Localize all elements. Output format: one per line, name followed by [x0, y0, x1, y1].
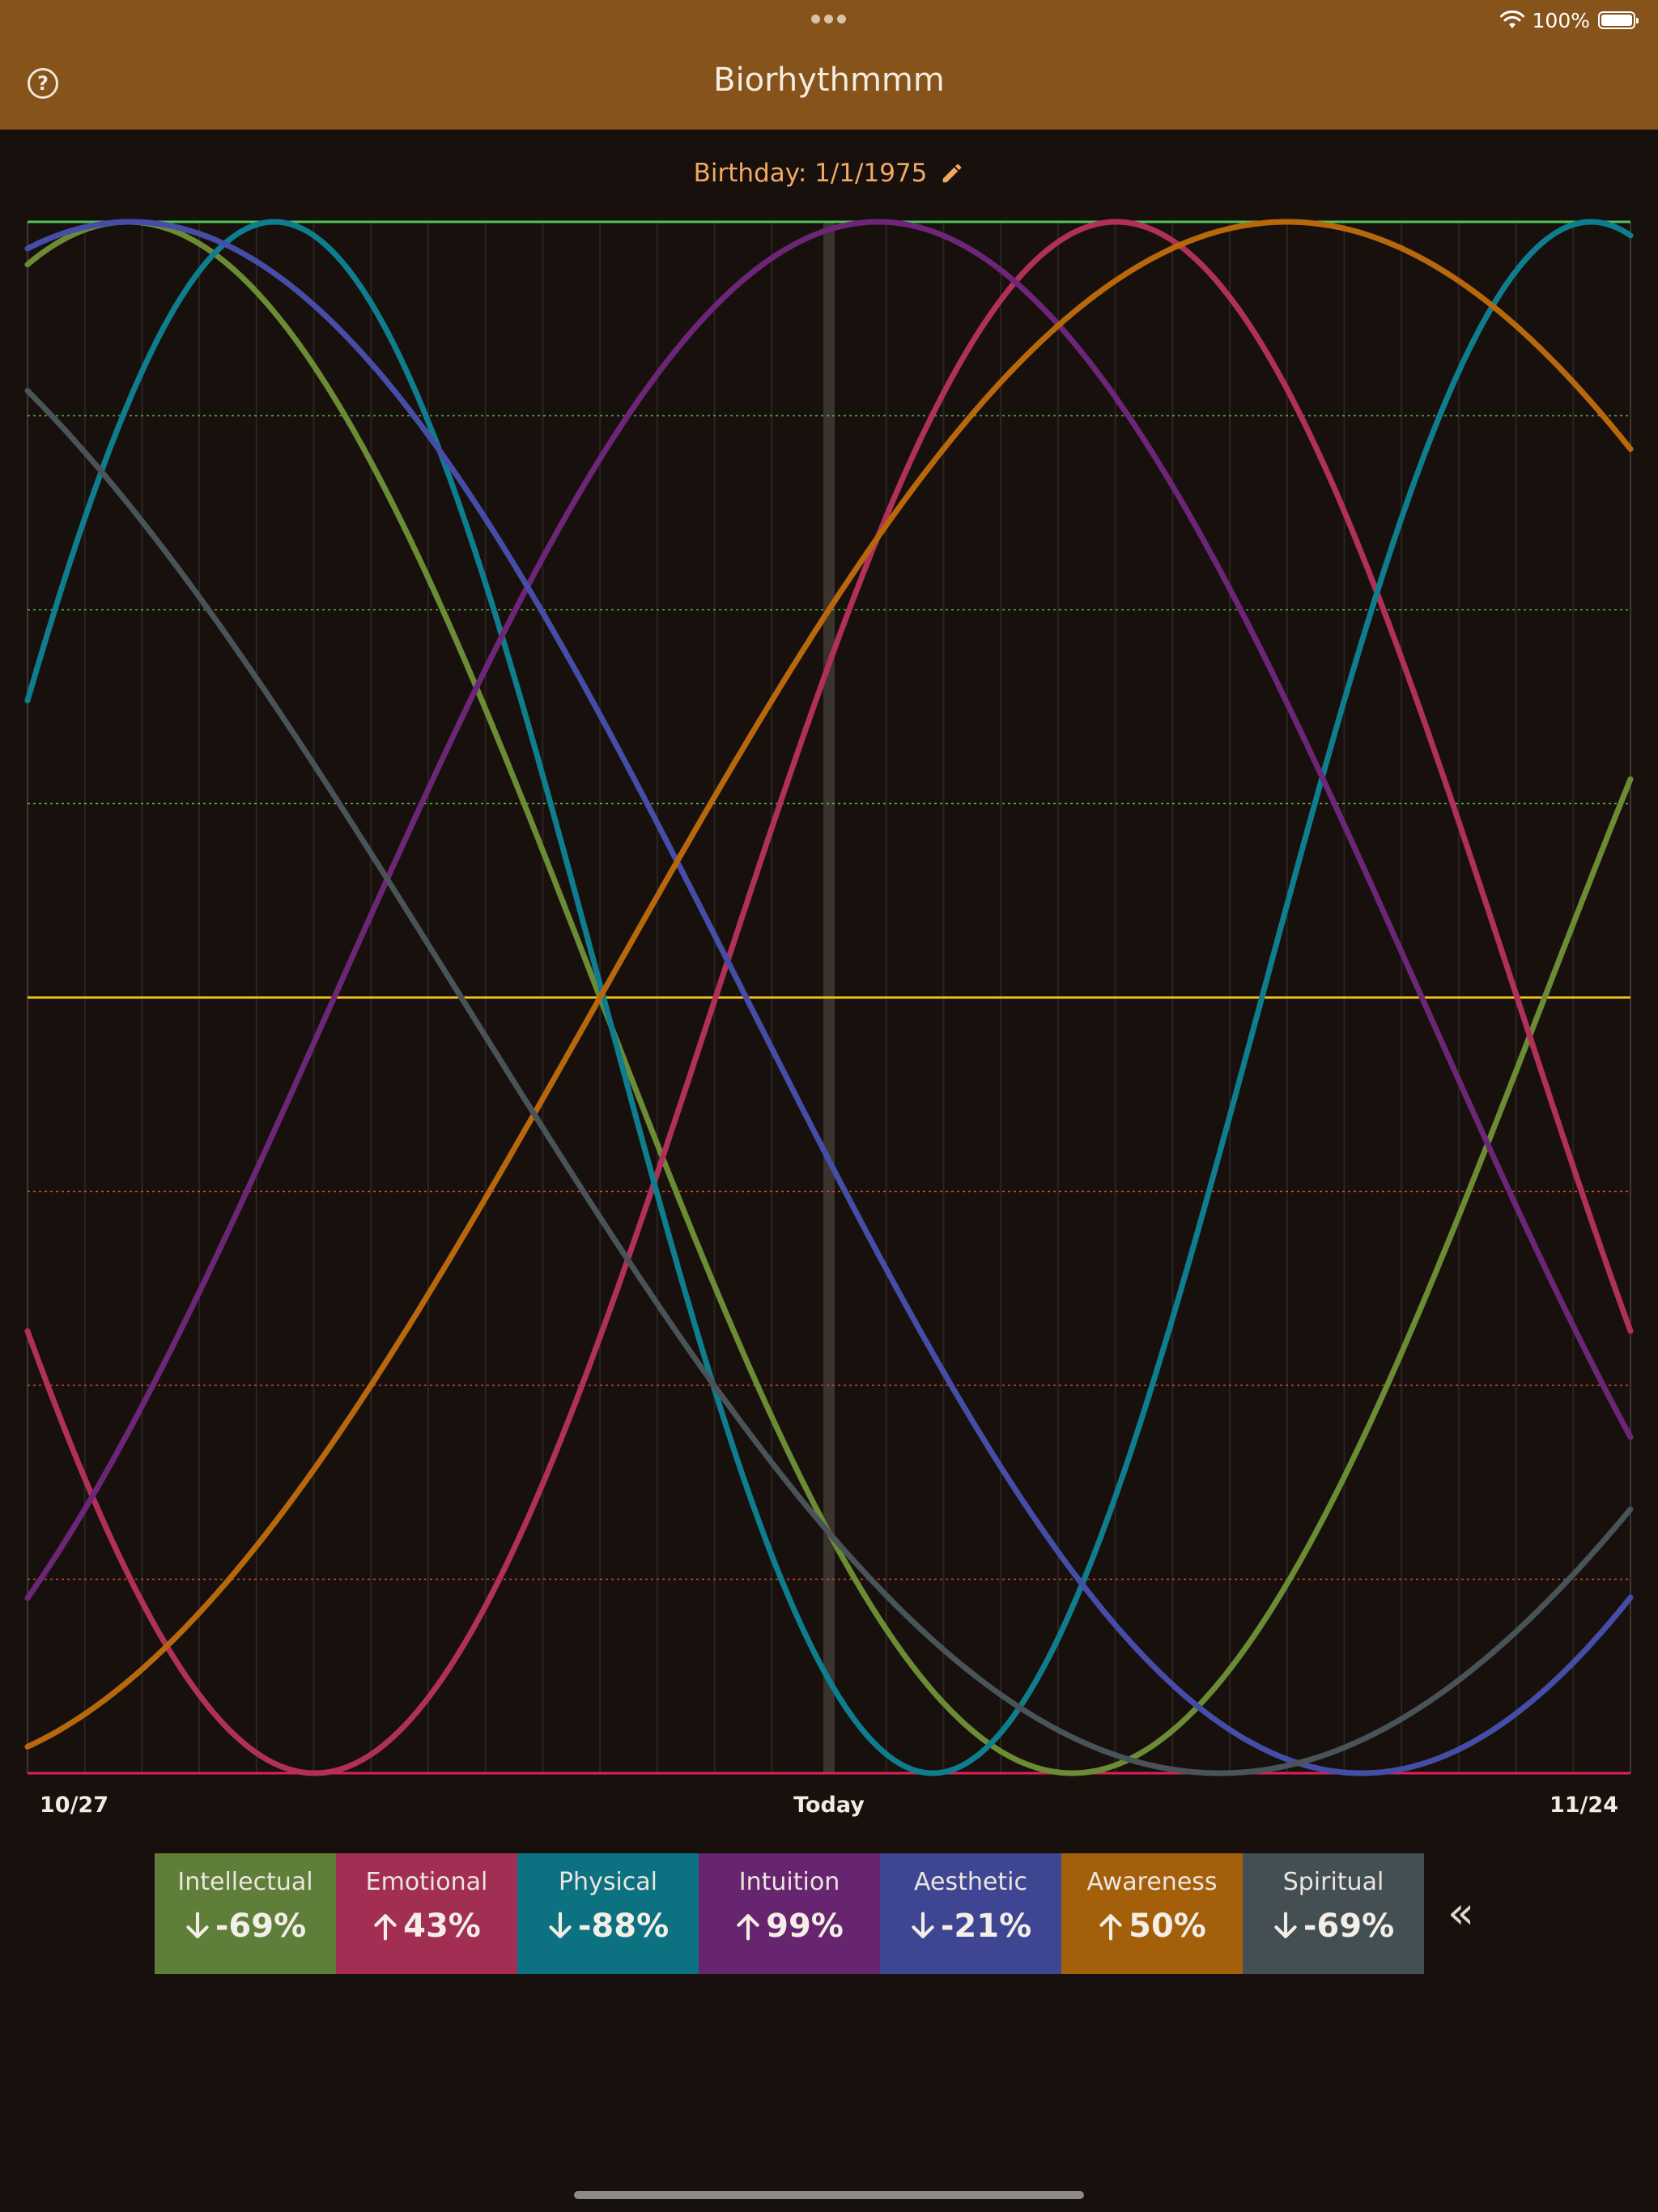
- arrow-down-icon: [1274, 1912, 1297, 1938]
- x-axis-end-label: 11/24: [1549, 1793, 1618, 1818]
- arrow-down-icon: [186, 1912, 209, 1938]
- birthday-label: Birthday: 1/1/1975: [693, 159, 928, 188]
- series-line-physical: [24, 219, 1634, 1776]
- legend-value: 43%: [403, 1908, 481, 1945]
- birthday-row[interactable]: Birthday: 1/1/1975: [0, 159, 1658, 188]
- legend-value: -69%: [1303, 1908, 1395, 1945]
- series-line-spiritual: [24, 388, 1634, 1776]
- legend-value-row: 43%: [336, 1908, 517, 1945]
- series-line-awareness: [24, 219, 1634, 1750]
- legend-value: 99%: [766, 1908, 844, 1945]
- legend-value: -88%: [577, 1908, 670, 1945]
- arrow-down-icon: [549, 1912, 572, 1938]
- status-bar: 100%: [1499, 6, 1639, 34]
- legend-item-awareness[interactable]: Awareness 50%: [1061, 1853, 1243, 1974]
- chart-lines: [24, 219, 1634, 1776]
- legend-name: Emotional: [365, 1868, 488, 1896]
- collapse-legend-button[interactable]: «: [1448, 1887, 1475, 1938]
- legend-name: Spiritual: [1282, 1868, 1384, 1896]
- home-indicator: [574, 2191, 1084, 2199]
- arrow-up-icon: [737, 1914, 759, 1941]
- legend-item-intuition[interactable]: Intuition 99%: [699, 1853, 880, 1974]
- arrow-up-icon: [1099, 1914, 1122, 1941]
- app-header: 100% ? Biorhythmmm: [0, 0, 1658, 130]
- legend-item-spiritual[interactable]: Spiritual -69%: [1243, 1853, 1424, 1974]
- multitasking-dots-icon[interactable]: [811, 15, 847, 24]
- legend-value-row: -21%: [880, 1908, 1061, 1945]
- legend-item-intellectual[interactable]: Intellectual -69%: [155, 1853, 336, 1974]
- legend-name: Intellectual: [177, 1868, 313, 1896]
- legend-value-row: -69%: [1243, 1908, 1424, 1945]
- legend-item-physical[interactable]: Physical -88%: [517, 1853, 699, 1974]
- legend-name: Awareness: [1086, 1868, 1218, 1896]
- series-line-aesthetic: [24, 219, 1634, 1776]
- legend-value: -69%: [215, 1908, 307, 1945]
- wifi-icon: [1499, 11, 1524, 28]
- series-line-emotional: [24, 219, 1634, 1776]
- edit-pencil-icon[interactable]: [940, 161, 964, 185]
- help-button[interactable]: ?: [28, 68, 58, 99]
- legend-item-aesthetic[interactable]: Aesthetic -21%: [880, 1853, 1061, 1974]
- legend-name: Physical: [558, 1868, 658, 1896]
- chart-grid: [27, 220, 1631, 1775]
- app-title: Biorhythmmm: [713, 62, 945, 99]
- legend-value: -21%: [940, 1908, 1032, 1945]
- legend-value-row: 50%: [1061, 1908, 1243, 1945]
- biorhythm-chart: [24, 219, 1634, 1776]
- legend-value-row: -69%: [155, 1908, 336, 1945]
- arrow-up-icon: [374, 1914, 397, 1941]
- arrow-down-icon: [912, 1912, 934, 1938]
- legend-value-row: 99%: [699, 1908, 880, 1945]
- x-axis-today-label: Today: [793, 1793, 865, 1818]
- battery-icon: [1598, 11, 1639, 29]
- x-axis-start-label: 10/27: [40, 1793, 109, 1818]
- legend-name: Aesthetic: [914, 1868, 1027, 1896]
- legend-name: Intuition: [738, 1868, 840, 1896]
- legend-item-emotional[interactable]: Emotional 43%: [336, 1853, 517, 1974]
- legend: Intellectual -69% Emotional 43% Physical -88%…: [155, 1853, 1424, 1974]
- series-line-intuition: [24, 219, 1634, 1602]
- legend-value: 50%: [1129, 1908, 1206, 1945]
- battery-percent: 100%: [1532, 8, 1590, 32]
- legend-value-row: -88%: [517, 1908, 699, 1945]
